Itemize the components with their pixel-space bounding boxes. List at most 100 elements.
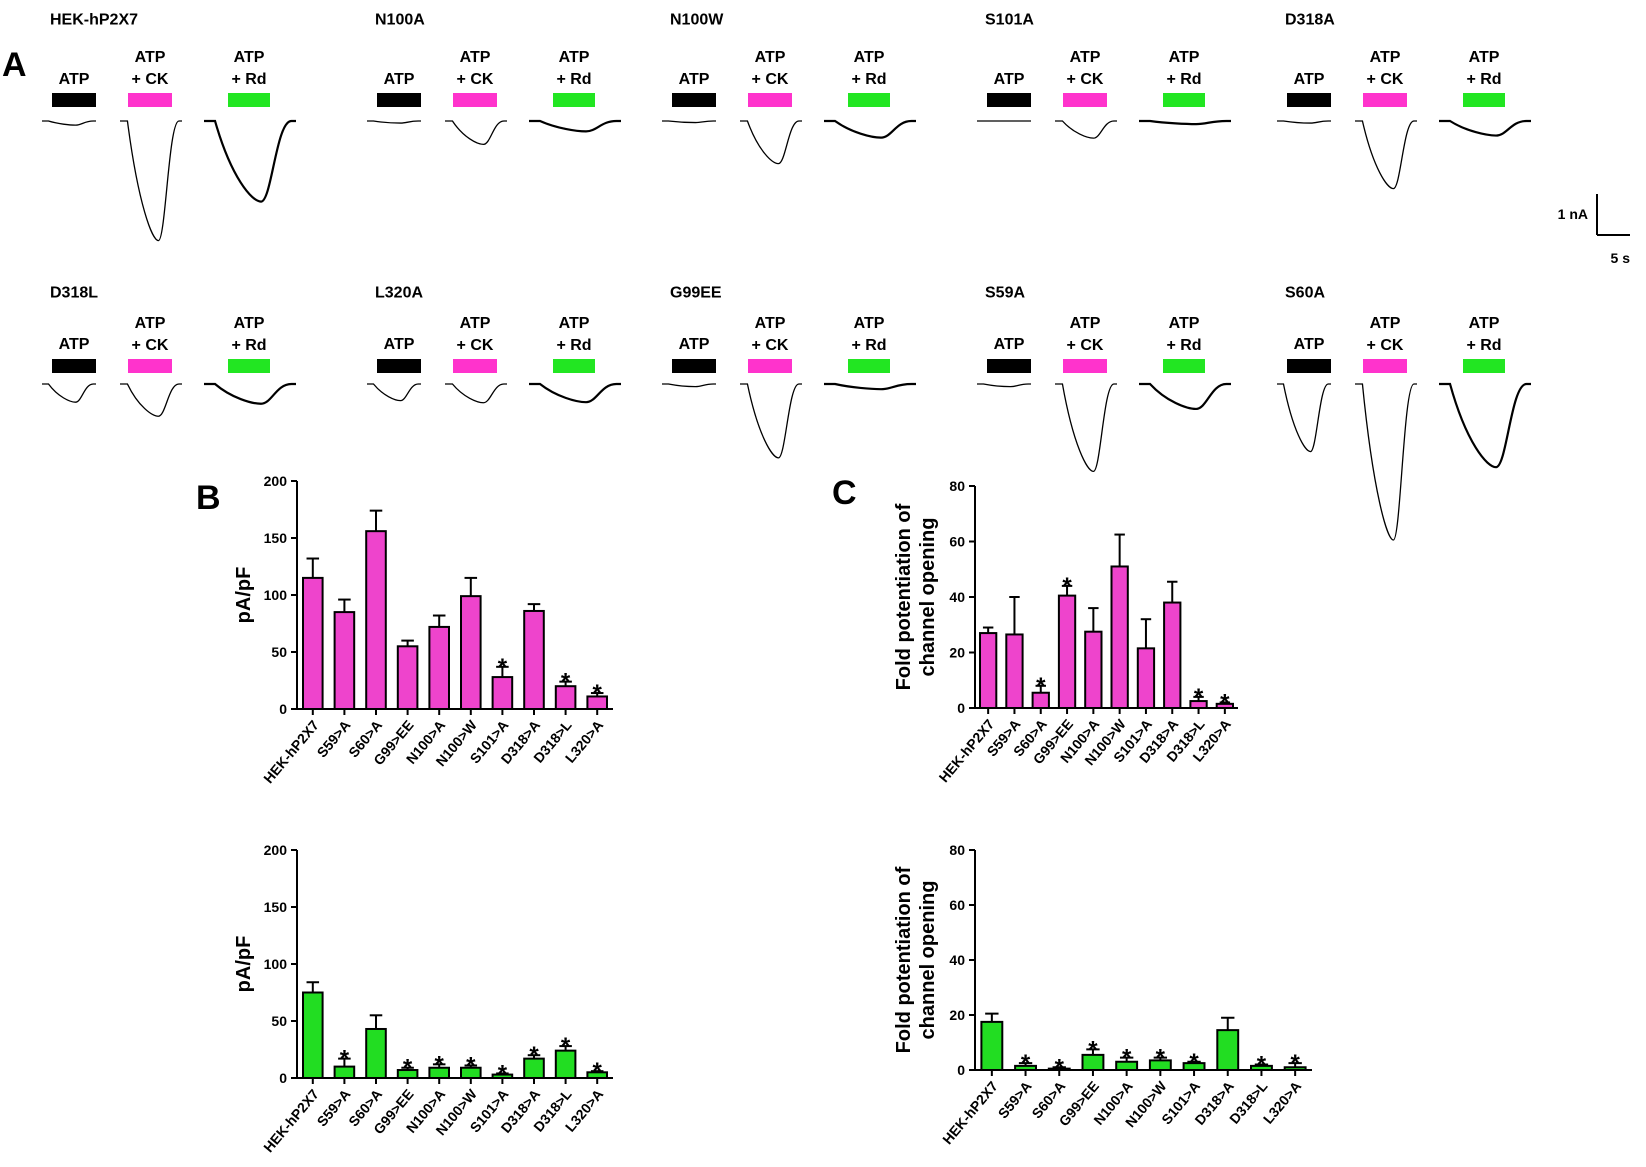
application-bar-atp <box>987 359 1031 373</box>
y-tick-label: 50 <box>271 1013 287 1029</box>
significance-star: * <box>1290 1050 1300 1077</box>
y-tick-label: 200 <box>264 842 288 858</box>
current-trace-rd <box>1139 382 1231 411</box>
significance-star: * <box>1220 689 1230 716</box>
application-bar-atp <box>377 93 421 107</box>
current-trace-rd <box>204 382 296 405</box>
atp-ck-label: ATP <box>1370 315 1401 332</box>
atp-rd-label: + Rd <box>1166 71 1201 88</box>
bar <box>1057 594 1077 709</box>
y-tick-label: 0 <box>279 1070 287 1086</box>
atp-ck-label: ATP <box>460 315 491 332</box>
atp-rd-label: ATP <box>234 315 265 332</box>
atp-label: ATP <box>994 336 1025 353</box>
scale-bar-x-label: 5 s <box>1611 250 1631 266</box>
bar <box>1136 647 1156 710</box>
y-axis-label: channel opening <box>917 881 939 1040</box>
panel-letter-a: A <box>2 46 27 84</box>
significance-star: * <box>561 1033 571 1060</box>
atp-ck-label: + CK <box>457 71 494 88</box>
atp-ck-label: + CK <box>752 71 789 88</box>
application-bar-rd <box>228 359 270 373</box>
current-trace-atp <box>42 383 96 403</box>
atp-rd-label: ATP <box>854 49 885 66</box>
application-bar-rd <box>553 359 595 373</box>
application-bar-ck <box>1063 93 1107 107</box>
application-bar-atp <box>987 93 1031 107</box>
current-trace-ck <box>1055 383 1117 473</box>
application-bar-atp <box>672 359 716 373</box>
bar <box>396 645 419 710</box>
current-trace-rd <box>1439 382 1531 469</box>
bar <box>333 611 356 710</box>
current-trace-atp <box>42 120 96 126</box>
atp-rd-label: ATP <box>1469 315 1500 332</box>
bar <box>978 632 998 710</box>
significance-star: * <box>466 1052 476 1079</box>
current-trace-atp <box>977 383 1031 388</box>
application-bar-rd <box>1463 93 1505 107</box>
trace-title: D318L <box>50 284 98 301</box>
application-bar-ck <box>1363 359 1407 373</box>
trace-title: S101A <box>985 11 1034 28</box>
application-bar-ck <box>1363 93 1407 107</box>
y-axis-label: pA/pF <box>233 936 255 993</box>
x-tick-label: HEK-hP2X7 <box>260 1086 322 1155</box>
atp-rd-label: ATP <box>1469 49 1500 66</box>
significance-star: * <box>1189 1049 1199 1076</box>
application-bar-atp <box>1287 359 1331 373</box>
y-tick-label: 0 <box>279 701 287 717</box>
y-tick-label: 200 <box>264 473 288 489</box>
bar <box>460 595 482 711</box>
panel-letter-b: B <box>196 479 221 517</box>
trace-group: S101A ATP ATP + CK ATP + Rd <box>977 11 1231 139</box>
x-tick-label: S59>A <box>314 1086 354 1129</box>
application-bar-ck <box>748 359 792 373</box>
current-trace-atp <box>367 120 421 124</box>
y-tick-label: 100 <box>264 587 288 603</box>
atp-ck-label: ATP <box>755 49 786 66</box>
trace-group: D318A ATP ATP + CK ATP + Rd <box>1277 11 1531 190</box>
atp-label: ATP <box>384 336 415 353</box>
trace-title: L320A <box>375 284 423 301</box>
significance-star: * <box>1062 573 1072 600</box>
significance-star: * <box>1257 1052 1267 1079</box>
significance-star: * <box>435 1051 445 1078</box>
trace-group: N100W ATP ATP + CK ATP + Rd <box>662 11 916 165</box>
atp-rd-label: + Rd <box>851 71 886 88</box>
significance-star: * <box>561 669 571 696</box>
trace-group: HEK-hP2X7 ATP ATP + CK ATP + Rd <box>42 11 296 242</box>
significance-star: * <box>1021 1050 1031 1077</box>
current-trace-atp <box>367 383 421 402</box>
application-bar-rd <box>553 93 595 107</box>
current-trace-rd <box>204 119 296 203</box>
atp-rd-label: ATP <box>559 315 590 332</box>
bar <box>302 991 324 1079</box>
atp-ck-label: + CK <box>1067 71 1104 88</box>
atp-ck-label: ATP <box>755 315 786 332</box>
application-bar-atp <box>672 93 716 107</box>
application-bar-rd <box>1163 93 1205 107</box>
panel-letter-c: C <box>832 474 857 512</box>
y-tick-label: 20 <box>949 1007 965 1023</box>
current-trace-ck <box>120 383 182 417</box>
current-trace-atp <box>1277 120 1331 124</box>
current-trace-rd <box>529 382 621 404</box>
application-bar-rd <box>1163 359 1205 373</box>
atp-ck-label: + CK <box>1367 337 1404 354</box>
significance-star: * <box>1156 1045 1166 1072</box>
scale-bar: 1 nA 5 s <box>1558 194 1631 266</box>
significance-star: * <box>498 1060 508 1087</box>
trace-group: L320A ATP ATP + CK ATP + Rd <box>367 284 621 404</box>
application-bar-ck <box>453 93 497 107</box>
significance-star: * <box>593 680 603 707</box>
trace-group: S59A ATP ATP + CK ATP + Rd <box>977 284 1231 473</box>
significance-star: * <box>340 1046 350 1073</box>
application-bar-ck <box>128 359 172 373</box>
atp-rd-label: + Rd <box>1466 337 1501 354</box>
application-bar-rd <box>228 93 270 107</box>
bar <box>1110 565 1129 709</box>
bar <box>1005 633 1024 710</box>
trace-group: G99EE ATP ATP + CK ATP + Rd <box>662 284 916 459</box>
application-bar-atp <box>52 359 96 373</box>
